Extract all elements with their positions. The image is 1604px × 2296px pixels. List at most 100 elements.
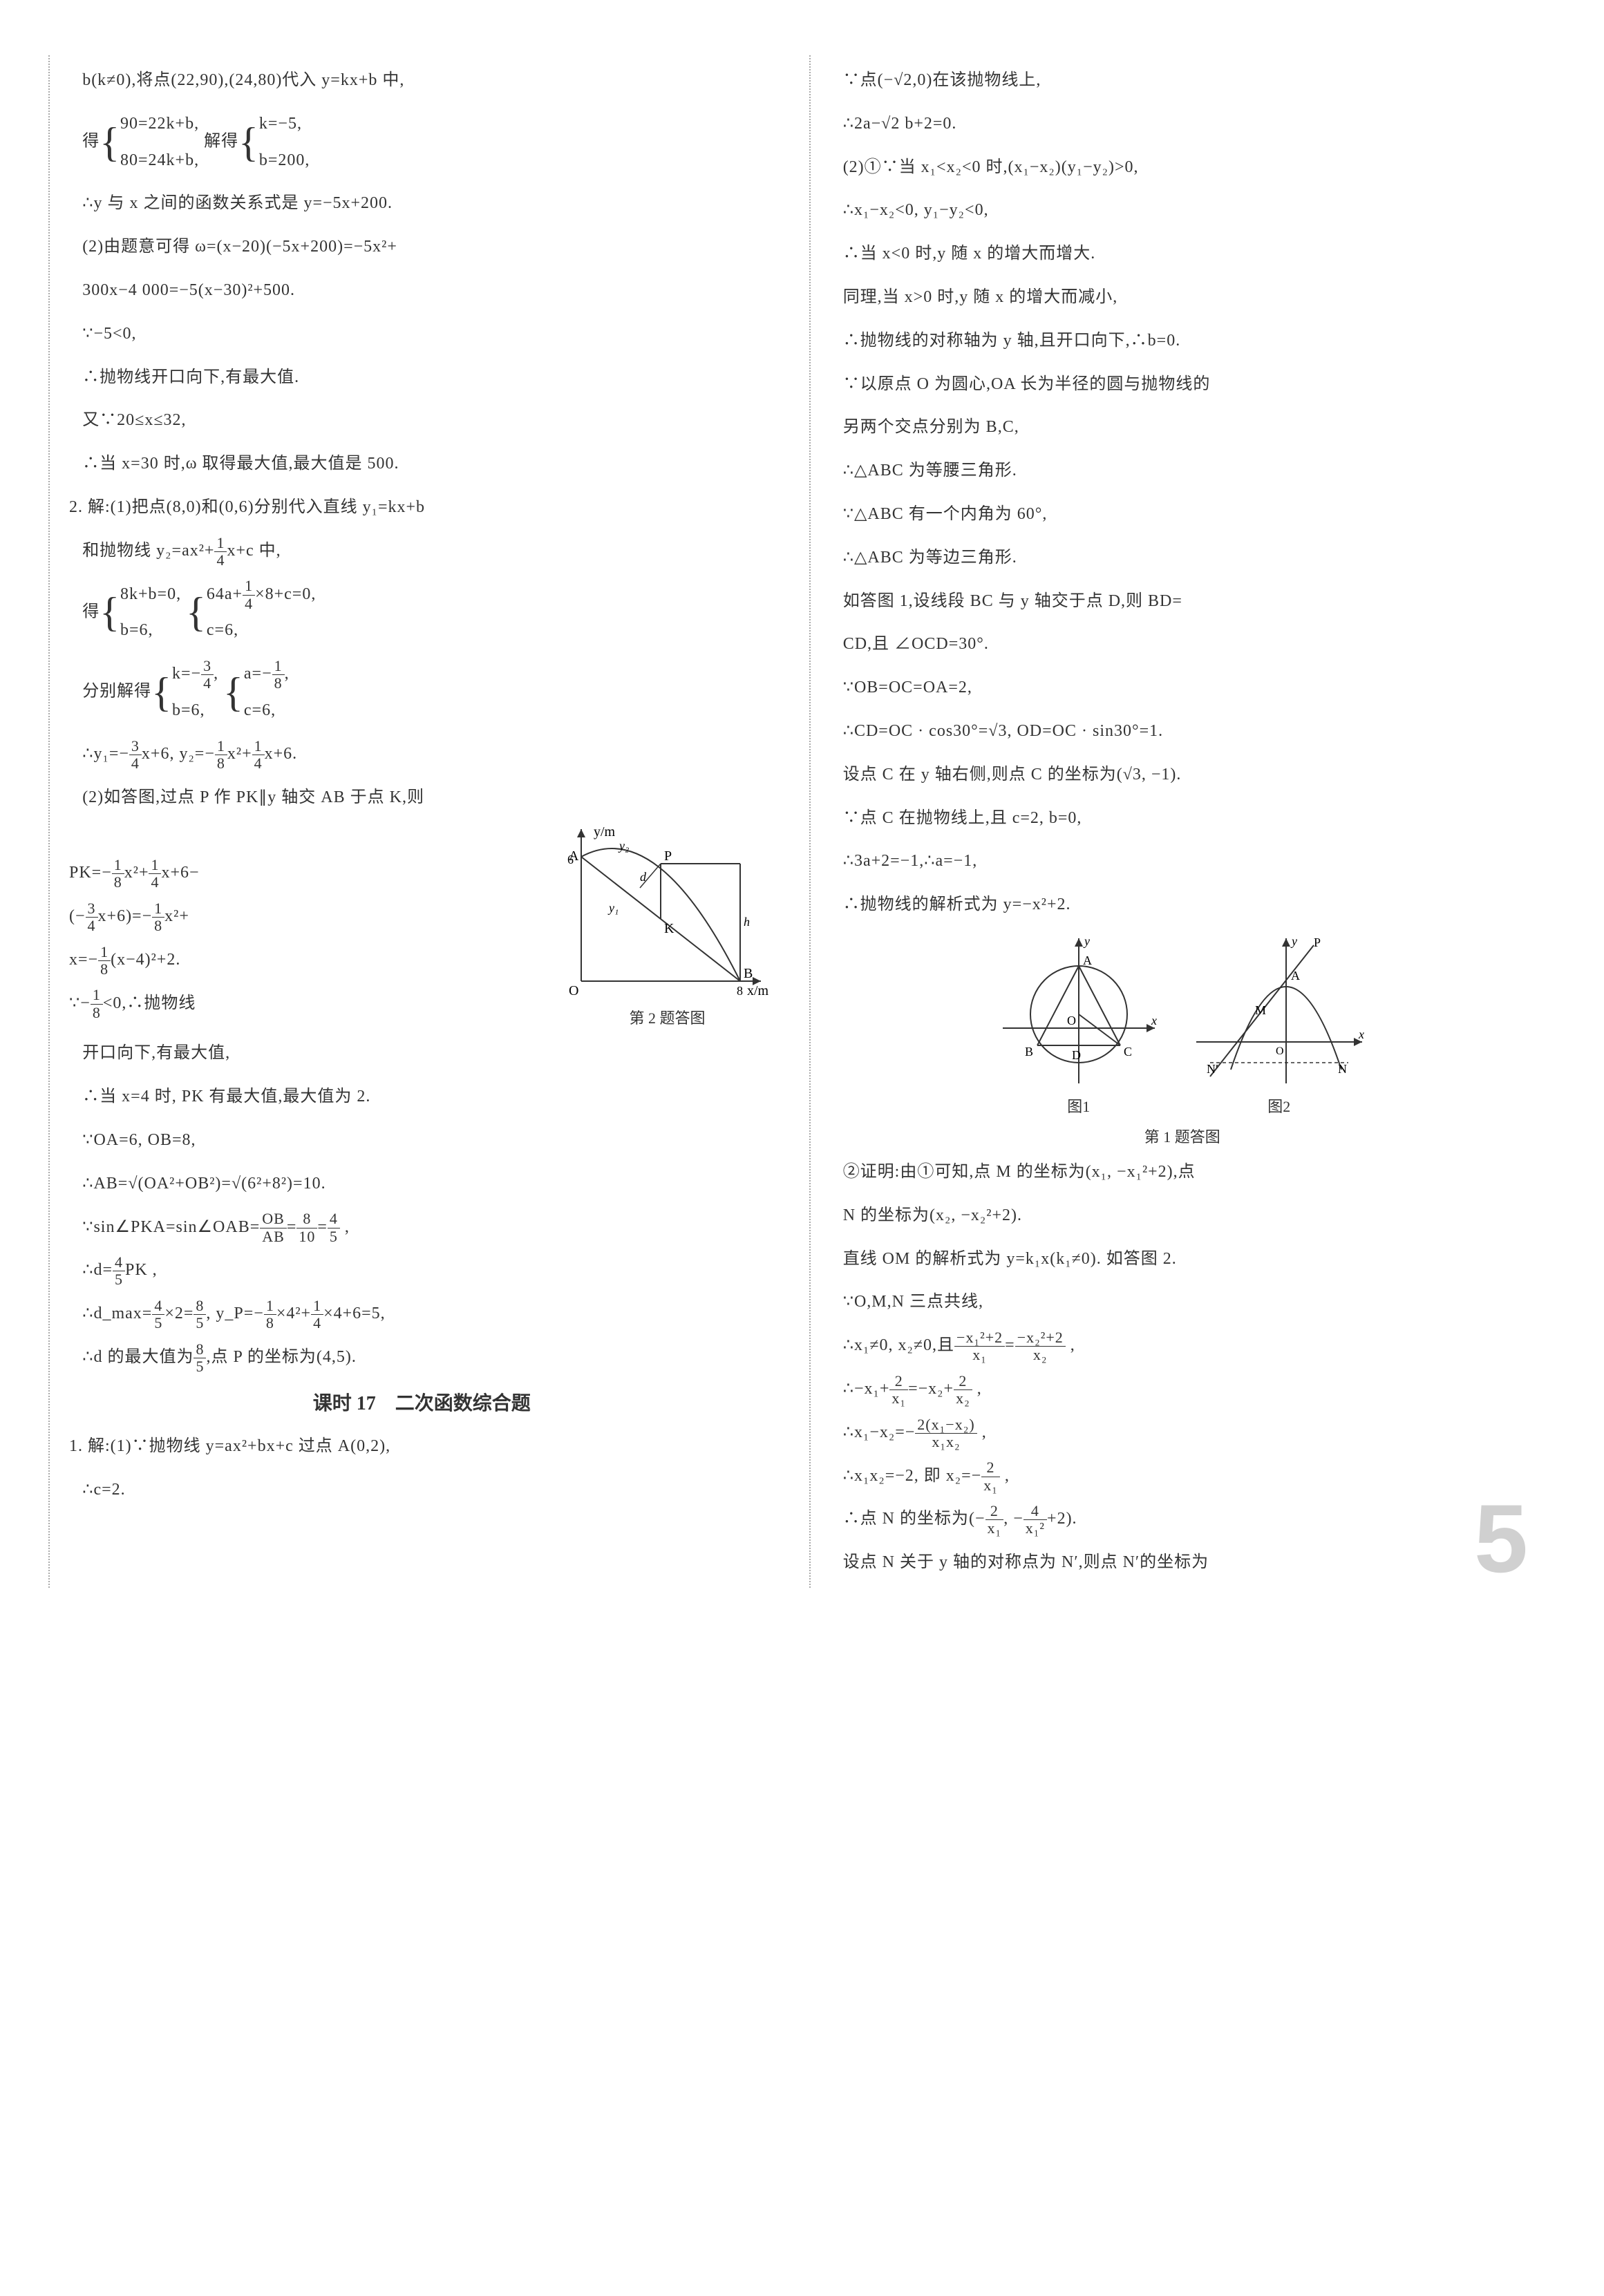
eq: 80=24k+b, (120, 142, 199, 179)
n: 2 (981, 1459, 1000, 1477)
d: 4 (149, 874, 161, 891)
d: 10 (296, 1228, 317, 1245)
d: 4 (201, 675, 214, 692)
xlabel: x/m (747, 983, 769, 998)
text-line: (2)①∵当 x₁<x₂<0 时,(x₁−x₂)(y₁−y₂)>0, (830, 149, 1536, 186)
d: 5 (113, 1271, 125, 1288)
eq: b=6, (172, 692, 218, 729)
text-line: 如答图 1,设线段 BC 与 y 轴交于点 D,则 BD= (830, 583, 1536, 620)
t: , (285, 665, 290, 683)
text-line: ∴CD=OC · cos30°=√3, OD=OC · sin30°=1. (830, 713, 1536, 750)
t: +2). (1047, 1510, 1077, 1528)
lbl: d (640, 870, 647, 884)
text-line: x=−18(x−4)²+2. (69, 942, 540, 978)
n: 1 (152, 900, 164, 918)
t: , − (1003, 1510, 1023, 1528)
n: 1 (243, 578, 255, 595)
t: ∵− (69, 994, 91, 1012)
text-line: 设点 C 在 y 轴右侧,则点 C 的坐标为(√3, −1). (830, 757, 1536, 793)
eq: k=−5, (259, 106, 310, 142)
t: ×4+6=5, (323, 1304, 386, 1322)
n: 4 (113, 1254, 125, 1271)
n: 2 (954, 1373, 972, 1390)
right-column: ∵点(−√2,0)在该抛物线上, ∴2a−√2 b+2=0. (2)①∵当 x₁… (830, 55, 1536, 1588)
t: (x−4)²+2. (111, 951, 180, 969)
figure-1b: y x P A M O N N′ 图2 (1189, 931, 1369, 1117)
d: 5 (194, 1315, 206, 1331)
d: 5 (194, 1358, 206, 1375)
text-line: ∴x₁−x₂=−2(x₁−x₂)x₁x₂ , (830, 1414, 1536, 1451)
lbl: P (664, 848, 672, 864)
eq: k=− (172, 665, 201, 683)
text-line: PK=−18x²+14x+6− (69, 855, 540, 891)
equation-system: 得{8k+b=0,b=6, {64a+14×8+c=0,c=6, (69, 576, 775, 649)
text: 得 (82, 132, 100, 150)
d: 4 (311, 1315, 323, 1331)
text-line: b(k≠0),将点(22,90),(24,80)代入 y=kx+b 中, (69, 62, 775, 99)
figure-caption: 图2 (1189, 1094, 1369, 1117)
t: ∴d 的最大值为 (82, 1348, 194, 1366)
n: 4 (328, 1211, 340, 1228)
lbl: B (1025, 1045, 1033, 1059)
lbl: 6 (567, 853, 574, 866)
text-line: ∴y₁=−34x+6, y₂=−18x²+14x+6. (69, 736, 775, 772)
text-line: 设点 N 关于 y 轴的对称点为 N′,则点 N′的坐标为 (830, 1544, 1536, 1581)
lbl: x (1358, 1027, 1364, 1041)
n: OB (260, 1211, 287, 1228)
equation-system: 得{90=22k+b,80=24k+b, 解得{k=−5,b=200, (69, 106, 775, 179)
n: 1 (91, 987, 103, 1004)
text-line: 和抛物线 y₂=ax²+14x+c 中, (69, 533, 775, 569)
t: ∴−x₁+ (843, 1380, 890, 1398)
text-line: ∵sin∠PKA=sin∠OAB=OBAB=810=45 , (69, 1209, 775, 1246)
lbl: y (1083, 934, 1090, 948)
left-column: b(k≠0),将点(22,90),(24,80)代入 y=kx+b 中, 得{9… (69, 55, 775, 1588)
d: x₁ (889, 1390, 908, 1407)
text-line: ∴2a−√2 b+2=0. (830, 106, 1536, 142)
n: 8 (194, 1298, 206, 1315)
n: 4 (152, 1298, 164, 1315)
page-number: 5 (1474, 1483, 1528, 1595)
t: ×4²+ (276, 1304, 311, 1322)
text-line: ②证明:由①可知,点 M 的坐标为(x₁, −x₁²+2),点 (830, 1154, 1536, 1190)
t: x+6)=− (98, 907, 153, 925)
text-line: 300x−4 000=−5(x−30)²+500. (69, 272, 775, 309)
eq: 8k+b=0, (120, 576, 181, 613)
d: 8 (152, 918, 164, 934)
text-line: ∴x₁≠0, x₂≠0,且−x₁²+2x₁=−x₂²+2x₂ , (830, 1327, 1536, 1364)
t: <0,∴抛物线 (103, 994, 196, 1012)
text-line: ∵△ABC 有一个内角为 60°, (830, 496, 1536, 533)
d: x₁ (981, 1477, 1000, 1494)
text-line: 同理,当 x>0 时,y 随 x 的增大而减小, (830, 279, 1536, 316)
text-line: CD,且 ∠OCD=30°. (830, 626, 1536, 663)
t: ∴x₁−x₂=− (843, 1423, 916, 1441)
text-line: 另两个交点分别为 B,C, (830, 409, 1536, 446)
n: 1 (98, 944, 111, 961)
eq: ×8+c=0, (255, 585, 316, 603)
text-line: ∴x₁−x₂<0, y₁−y₂<0, (830, 192, 1536, 229)
text-line: ∴抛物线的解析式为 y=−x²+2. (830, 886, 1536, 923)
text-line: ∴3a+2=−1,∴a=−1, (830, 843, 1536, 880)
text-line: ∴△ABC 为等腰三角形. (830, 453, 1536, 489)
t: = (287, 1218, 297, 1236)
t: =−x₂+ (908, 1380, 954, 1398)
equation-system: 分别解得{k=−34,b=6, {a=−18,c=6, (69, 656, 775, 729)
problem-1-start: 1. 解:(1)∵抛物线 y=ax²+bx+c 过点 A(0,2), (69, 1428, 775, 1465)
text-line: ∵OA=6, OB=8, (69, 1122, 775, 1159)
text-line: 开口向下,有最大值, (69, 1035, 775, 1072)
text-line: ∵−18<0,∴抛物线 (69, 985, 540, 1022)
d: 4 (86, 918, 98, 934)
t: x+6. (265, 745, 298, 763)
text-line: (2)由题意可得 ω=(x−20)(−5x+200)=−5x²+ (69, 229, 775, 265)
t: (− (69, 907, 86, 925)
t: ∵sin∠PKA=sin∠OAB= (82, 1218, 260, 1236)
text-line: ∴−x₁+2x₁=−x₂+2x₂ , (830, 1371, 1536, 1407)
t: PK=− (69, 864, 112, 882)
d: x₁ (985, 1520, 1004, 1537)
lbl: B (744, 966, 753, 981)
lbl: y₂ (618, 839, 629, 853)
n: 1 (272, 658, 285, 675)
t: 和抛物线 y₂=ax²+ (82, 542, 214, 560)
text-line: ∵以原点 O 为圆心,OA 长为半径的圆与抛物线的 (830, 366, 1536, 403)
text-line: ∴d_max=45×2=85, y_P=−18×4²+14×4+6=5, (69, 1296, 775, 1332)
text-line: ∵点(−√2,0)在该抛物线上, (830, 62, 1536, 99)
